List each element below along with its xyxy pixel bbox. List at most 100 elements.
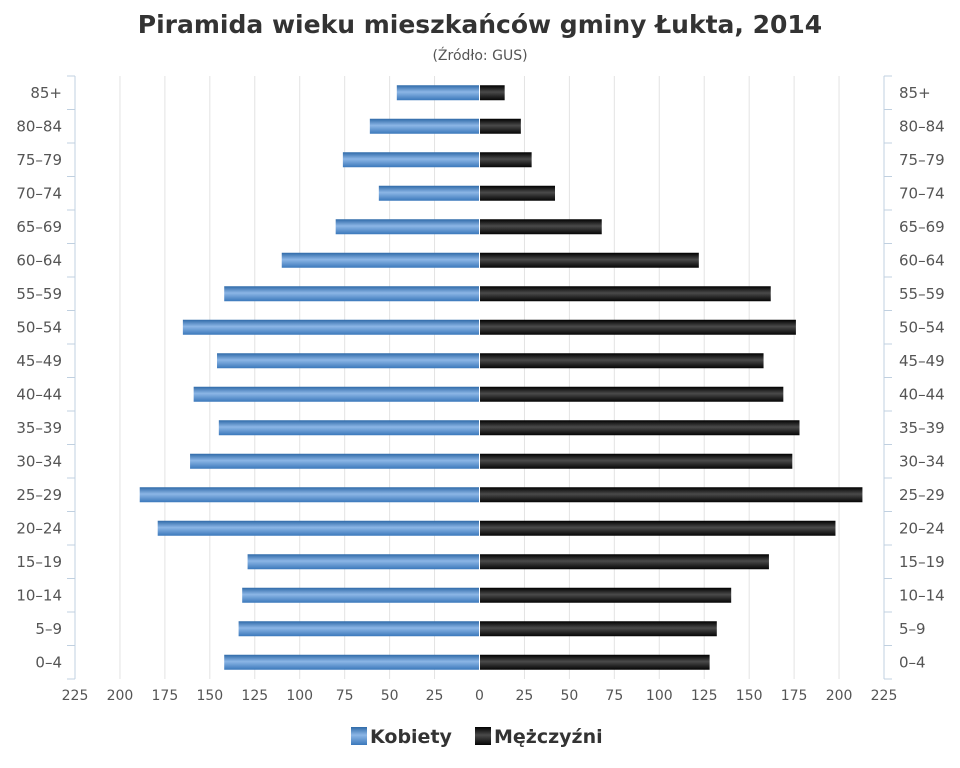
category-label-left: 65–69 [16,218,62,236]
x-tick-label: 175 [152,688,179,704]
category-label-right: 45–49 [899,352,945,370]
x-tick-label: 75 [336,688,354,704]
bar-kobiety [378,185,480,201]
grid-lines [119,76,840,679]
bar-kobiety [218,420,480,436]
category-label-right: 60–64 [899,251,945,269]
bar-kobiety [342,152,480,168]
category-label-right: 30–34 [899,452,945,470]
category-label-left: 0–4 [35,653,62,671]
bar-mezczyzni [479,219,602,235]
bar-kobiety [242,587,480,603]
category-label-right: 55–59 [899,285,945,303]
category-label-left: 40–44 [16,385,62,403]
x-tick-label: 150 [736,688,763,704]
x-tick-label: 200 [826,688,853,704]
category-label-left: 75–79 [16,151,62,169]
bar-mezczyzni [479,520,836,536]
bar-mezczyzni [479,85,505,101]
bar-kobiety [139,487,480,503]
bar-kobiety [157,520,480,536]
bar-kobiety [193,386,480,402]
x-tick-label: 25 [426,688,444,704]
bar-kobiety [247,554,480,570]
category-label-right: 0–4 [899,653,926,671]
bar-kobiety [217,353,480,369]
category-label-left: 60–64 [16,251,62,269]
category-label-left: 15–19 [16,553,62,571]
x-tick-label: 225 [871,688,898,704]
category-label-right: 80–84 [899,117,945,135]
bar-mezczyzni [479,487,863,503]
x-tick-label: 25 [516,688,534,704]
x-tick-label: 175 [781,688,808,704]
category-label-right: 50–54 [899,318,945,336]
bar-mezczyzni [479,453,793,469]
x-tick-label: 50 [381,688,399,704]
category-label-left: 20–24 [16,519,62,537]
x-tick-label: 75 [605,688,623,704]
category-label-left: 5–9 [35,620,62,638]
category-label-left: 85+ [30,84,62,102]
bar-mezczyzni [479,554,769,570]
category-label-left: 80–84 [16,117,62,135]
bar-mezczyzni [479,286,771,302]
category-label-left: 55–59 [16,285,62,303]
legend-label: Mężczyźni [494,726,603,748]
category-label-left: 45–49 [16,352,62,370]
x-tick-label: 125 [241,688,268,704]
x-tick-label: 100 [286,688,313,704]
x-tick-label: 125 [691,688,718,704]
category-label-left: 35–39 [16,419,62,437]
category-label-right: 75–79 [899,151,945,169]
category-label-right: 10–14 [899,586,945,604]
category-label-right: 85+ [899,84,931,102]
bar-mezczyzni [479,118,521,134]
bar-mezczyzni [479,420,800,436]
category-label-right: 35–39 [899,419,945,437]
bar-kobiety [224,654,480,670]
bar-mezczyzni [479,353,764,369]
category-label-right: 15–19 [899,553,945,571]
bar-mezczyzni [479,319,796,335]
bar-mezczyzni [479,386,784,402]
bar-kobiety [190,453,480,469]
bar-mezczyzni [479,252,699,268]
x-tick-label: 200 [107,688,134,704]
bar-kobiety [396,85,480,101]
category-label-left: 10–14 [16,586,62,604]
category-label-right: 25–29 [899,486,945,504]
chart-title: Piramida wieku mieszkańców gminy Łukta, … [138,10,822,39]
bar-kobiety [238,621,480,637]
legend-swatch [351,727,367,745]
x-tick-label: 100 [646,688,673,704]
bar-mezczyzni [479,152,532,168]
bar-mezczyzni [479,587,732,603]
category-label-left: 25–29 [16,486,62,504]
legend-swatch [475,727,491,745]
legend: Kobiety Mężczyźni [351,726,603,748]
category-label-left: 30–34 [16,452,62,470]
bar-mezczyzni [479,654,710,670]
bar-kobiety [182,319,480,335]
bar-mezczyzni [479,185,556,201]
bar-kobiety [369,118,480,134]
category-label-left: 70–74 [16,184,62,202]
bar-kobiety [281,252,480,268]
x-tick-label: 0 [475,688,484,704]
chart-subtitle: (Źródło: GUS) [432,46,527,64]
category-label-right: 5–9 [899,620,926,638]
bar-kobiety [335,219,480,235]
category-label-right: 65–69 [899,218,945,236]
legend-label: Kobiety [370,726,453,748]
category-label-right: 40–44 [899,385,945,403]
x-tick-label: 150 [196,688,223,704]
category-label-left: 50–54 [16,318,62,336]
axes: 0–4 0–4 5–9 5–9 10–14 10–14 15–19 15–19 20–24 20–… [16,75,945,704]
category-label-right: 20–24 [899,519,945,537]
category-label-right: 70–74 [899,184,945,202]
x-tick-label: 50 [560,688,578,704]
bar-mezczyzni [479,621,717,637]
bars [139,76,863,679]
